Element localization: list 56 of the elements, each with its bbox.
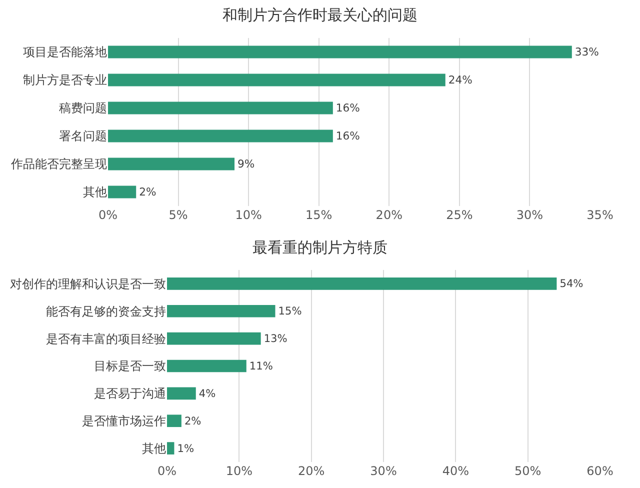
y-tick-label: 作品能否完整呈现 — [10, 157, 107, 172]
bar — [167, 304, 276, 318]
x-tick-label: 0% — [157, 464, 177, 478]
x-tick-label: 20% — [376, 208, 402, 222]
x-tick-label: 20% — [298, 464, 325, 478]
y-tick-label: 目标是否一致 — [94, 359, 166, 374]
y-tick-label: 其他 — [142, 441, 166, 456]
bar — [108, 46, 572, 58]
data-label: 4% — [198, 388, 216, 400]
x-tick-label: 10% — [226, 464, 253, 478]
bar — [167, 332, 261, 345]
y-tick-label: 项目是否能落地 — [23, 45, 107, 60]
bar — [167, 278, 557, 290]
x-tick-label: 0% — [98, 208, 118, 222]
bar — [167, 414, 182, 428]
x-tick-label: 15% — [306, 208, 332, 222]
data-label: 11% — [249, 360, 273, 373]
y-tick-label: 能否有足够的资金支持 — [46, 304, 166, 318]
data-label: 16% — [336, 130, 360, 143]
bar — [108, 186, 136, 198]
y-tick-label: 对创作的理解和认识是否一致 — [10, 276, 166, 291]
y-tick-label: 是否懂市场运作 — [82, 414, 166, 428]
bar — [167, 360, 246, 372]
y-tick-label: 制片方是否专业 — [23, 73, 107, 88]
data-label: 13% — [264, 333, 288, 346]
data-label: 15% — [278, 306, 302, 318]
y-tick-label: 是否易于沟通 — [94, 386, 166, 401]
x-tick-label: 60% — [586, 464, 614, 478]
data-label: 2% — [139, 186, 156, 199]
x-tick-label: 5% — [168, 208, 188, 222]
y-tick-label: 署名问题 — [59, 129, 107, 144]
x-tick-label: 30% — [516, 208, 544, 222]
data-label: 9% — [238, 158, 255, 171]
chart-title: 和制片方合作时最关心的问题 — [222, 6, 418, 24]
y-tick-label: 稿费问题 — [59, 101, 107, 116]
bar — [108, 102, 333, 114]
bar — [108, 130, 333, 142]
data-label: 54% — [560, 278, 584, 290]
x-tick-label: 25% — [446, 208, 473, 222]
bar — [167, 442, 174, 454]
x-tick-label: 30% — [370, 464, 397, 478]
data-label: 1% — [177, 442, 194, 455]
x-tick-label: 40% — [442, 464, 470, 478]
data-label: 16% — [336, 102, 360, 115]
bar — [108, 74, 446, 86]
x-tick-label: 35% — [586, 208, 614, 222]
x-tick-label: 10% — [235, 208, 262, 222]
bar — [108, 158, 235, 170]
bar — [167, 387, 196, 400]
data-label: 24% — [448, 74, 472, 87]
chart-title: 最看重的制片方特质 — [252, 238, 388, 257]
y-tick-label: 是否有丰富的项目经验 — [46, 332, 166, 346]
data-label: 33% — [574, 46, 599, 59]
y-tick-label: 其他 — [83, 185, 107, 200]
x-tick-label: 50% — [514, 464, 542, 478]
data-label: 2% — [184, 415, 202, 428]
